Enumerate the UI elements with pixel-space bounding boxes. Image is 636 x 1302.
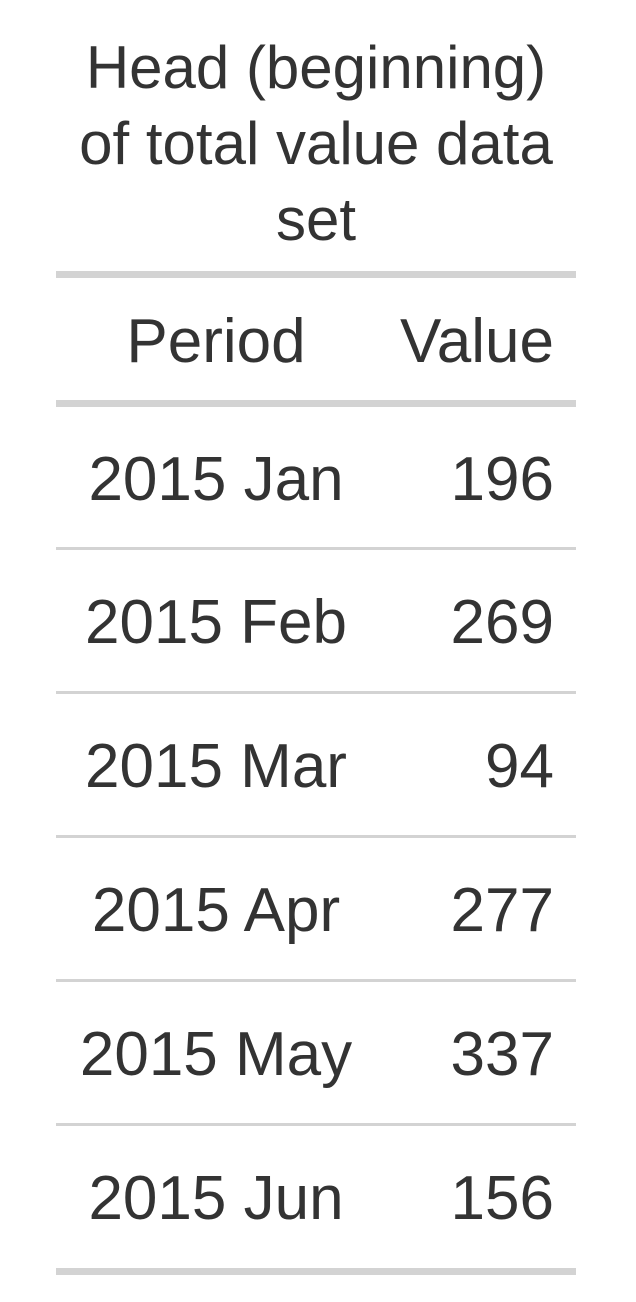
value-cell: 196 [450,444,554,514]
row-divider [56,691,576,694]
period-cell: 2015 Jun [88,1163,344,1233]
table-row: 2015 Jan 196 [56,407,576,551]
value-cell: 94 [485,731,554,801]
value-cell: 337 [450,1019,554,1089]
period-cell: 2015 May [79,1019,353,1089]
header-bottom-rule [56,400,576,407]
row-divider [56,547,576,550]
value-cell: 156 [450,1163,554,1233]
column-header-value: Value [400,306,554,376]
period-cell: 2015 Feb [85,587,347,657]
period-cell: 2015 Jan [88,444,344,514]
value-cell: 269 [450,587,554,657]
column-header-period: Period [126,306,306,376]
table-bottom-rule [56,1268,576,1275]
period-cell: 2015 Apr [91,875,341,945]
table-title: Head (beginning) of total value data set [79,34,553,253]
value-cell: 277 [450,875,554,945]
table-header-row: Period Value [56,280,576,402]
table-row: 2015 Jun 156 [56,1126,576,1270]
row-divider [56,835,576,838]
table-row: 2015 May 337 [56,982,576,1126]
table-row: 2015 Feb 269 [56,550,576,694]
table-row: 2015 Apr 277 [56,838,576,982]
table-row: 2015 Mar 94 [56,694,576,838]
row-divider [56,1123,576,1126]
table-top-rule [56,271,576,278]
row-divider [56,979,576,982]
period-cell: 2015 Mar [85,731,347,801]
